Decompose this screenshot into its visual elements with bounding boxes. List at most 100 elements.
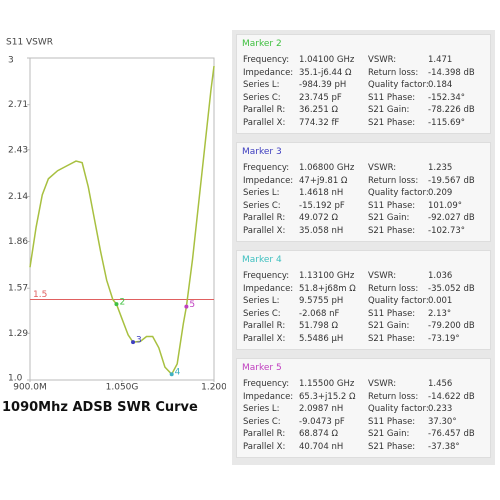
marker-value: 40.704 nH <box>299 441 344 452</box>
marker-row: Parallel R: 49.072 Ω S21 Gain: -92.027 dB <box>243 213 488 225</box>
marker-row: Series L: 1.4618 nH Quality factor: 0.209 <box>243 188 488 200</box>
marker-panel: Marker 4 Frequency: 1.13100 GHz VSWR: 1.036 I… <box>236 250 491 350</box>
marker-field: Series L: <box>243 296 280 306</box>
marker-row: Parallel X: 774.32 fF S21 Phase: -115.69° <box>243 118 488 130</box>
marker-value: 47+j9.81 Ω <box>299 175 348 186</box>
marker-value: -15.192 pF <box>299 200 345 211</box>
marker-field: Parallel R: <box>243 213 286 223</box>
marker-value: 0.233 <box>428 404 453 414</box>
marker-field: Series C: <box>243 308 281 319</box>
marker-field: Impedance: <box>243 175 294 186</box>
marker-panels: Marker 2 Frequency: 1.04100 GHz VSWR: 1.471 I… <box>232 30 495 465</box>
marker-field: Impedance: <box>243 283 294 294</box>
marker-row: Series L: 9.5755 pH Quality factor: 0.001 <box>243 296 488 308</box>
marker-title: Marker 3 <box>242 147 282 157</box>
marker-field: S11 Phase: <box>368 416 416 427</box>
marker-field: Return loss: <box>368 67 419 78</box>
marker-value: 51.8+j68m Ω <box>299 283 356 294</box>
marker-row: Impedance: 47+j9.81 Ω Return loss: -19.567 … <box>243 176 488 188</box>
marker-field: Impedance: <box>243 391 294 402</box>
marker-field: Parallel X: <box>243 225 286 236</box>
marker-panel: Marker 2 Frequency: 1.04100 GHz VSWR: 1.471 I… <box>236 34 491 134</box>
marker-value: 5.5486 μH <box>299 333 344 344</box>
marker-value: 2.13° <box>428 308 452 319</box>
marker-row: Frequency: 1.13100 GHz VSWR: 1.036 <box>243 271 488 283</box>
marker-value: 1.15500 GHz <box>299 379 355 389</box>
marker-field: Parallel R: <box>243 105 286 115</box>
marker-row: Parallel R: 68.874 Ω S21 Gain: -76.457 dB <box>243 429 488 441</box>
marker-field: Quality factor: <box>368 296 429 306</box>
marker-value: 1.471 <box>428 55 453 65</box>
marker-value: 774.32 fF <box>299 117 340 128</box>
marker-field: Return loss: <box>368 391 419 402</box>
marker-field: S21 Phase: <box>368 333 416 344</box>
marker-field: S21 Phase: <box>368 225 416 236</box>
marker-row: Parallel X: 35.058 nH S21 Phase: -102.73° <box>243 226 488 238</box>
marker-row: Frequency: 1.15500 GHz VSWR: 1.456 <box>243 379 488 391</box>
marker-panel: Marker 5 Frequency: 1.15500 GHz VSWR: 1.456 I… <box>236 358 491 458</box>
marker-value: -9.0473 pF <box>299 416 345 427</box>
marker-field: Return loss: <box>368 175 419 186</box>
marker-value: 35.058 nH <box>299 225 344 236</box>
marker-field: Parallel X: <box>243 117 286 128</box>
marker-point <box>114 302 119 307</box>
marker-row: Impedance: 51.8+j68m Ω Return loss: -35.052… <box>243 284 488 296</box>
y-tick-label: 2.43 <box>8 145 28 155</box>
marker-row: Series C: -9.0473 pF S11 Phase: 37.30° <box>243 417 488 429</box>
y-tick-label: 2.14 <box>8 192 28 202</box>
marker-row: Series C: -2.068 nF S11 Phase: 2.13° <box>243 309 488 321</box>
marker-label: 4 <box>175 368 181 378</box>
marker-field: Series L: <box>243 404 280 414</box>
x-tick-label: 1.050G <box>106 383 139 393</box>
x-tick-label: 1.200 <box>201 383 226 393</box>
marker-label: 2 <box>119 298 125 308</box>
y-tick-label: 1.0 <box>8 374 23 384</box>
marker-field: S21 Gain: <box>368 105 410 115</box>
marker-value: 0.184 <box>428 80 453 90</box>
marker-point <box>131 340 136 345</box>
marker-value: -152.34° <box>428 92 466 103</box>
marker-field: S21 Gain: <box>368 321 410 331</box>
marker-field: VSWR: <box>368 379 397 389</box>
marker-field: Frequency: <box>243 271 290 281</box>
marker-row: Parallel R: 36.251 Ω S21 Gain: -78.226 dB <box>243 105 488 117</box>
marker-label: 3 <box>136 336 142 346</box>
marker-value: 1.13100 GHz <box>299 271 355 281</box>
y-tick-label: 1.86 <box>8 237 28 247</box>
marker-field: Parallel X: <box>243 333 286 344</box>
marker-value: -102.73° <box>428 225 466 236</box>
marker-value: 1.456 <box>428 379 453 389</box>
marker-field: S11 Phase: <box>368 92 416 103</box>
marker-value: 101.09° <box>428 200 462 211</box>
marker-value: 1.04100 GHz <box>299 55 355 65</box>
x-tick-label: 900.0M <box>13 383 47 393</box>
marker-field: VSWR: <box>368 55 397 65</box>
marker-row: Impedance: 65.3+j15.2 Ω Return loss: -14.62… <box>243 392 488 404</box>
marker-row: Series C: -15.192 pF S11 Phase: 101.09° <box>243 201 488 213</box>
marker-value: 68.874 Ω <box>299 429 338 439</box>
marker-title: Marker 4 <box>242 255 282 265</box>
marker-value: -37.38° <box>428 441 460 452</box>
marker-value: 49.072 Ω <box>299 213 338 223</box>
marker-row: Frequency: 1.04100 GHz VSWR: 1.471 <box>243 55 488 67</box>
y-tick-label: 1.57 <box>8 284 28 294</box>
marker-value: -35.052 dB <box>428 283 475 294</box>
marker-field: S21 Gain: <box>368 429 410 439</box>
marker-value: -14.398 dB <box>428 67 475 78</box>
marker-title: Marker 2 <box>242 39 282 49</box>
marker-field: S21 Phase: <box>368 117 416 128</box>
marker-field: Parallel X: <box>243 441 286 452</box>
marker-field: S11 Phase: <box>368 200 416 211</box>
marker-value: -92.027 dB <box>428 213 475 223</box>
marker-value: -14.622 dB <box>428 391 475 402</box>
marker-value: 0.001 <box>428 296 453 306</box>
marker-value: 37.30° <box>428 416 457 427</box>
marker-title: Marker 5 <box>242 363 282 373</box>
marker-value: 1.036 <box>428 271 453 281</box>
marker-value: 1.4618 nH <box>299 188 344 198</box>
marker-row: Frequency: 1.06800 GHz VSWR: 1.235 <box>243 163 488 175</box>
marker-field: S21 Phase: <box>368 441 416 452</box>
marker-panel: Marker 3 Frequency: 1.06800 GHz VSWR: 1.235 I… <box>236 142 491 242</box>
marker-row: Series L: 2.0987 nH Quality factor: 0.233 <box>243 404 488 416</box>
